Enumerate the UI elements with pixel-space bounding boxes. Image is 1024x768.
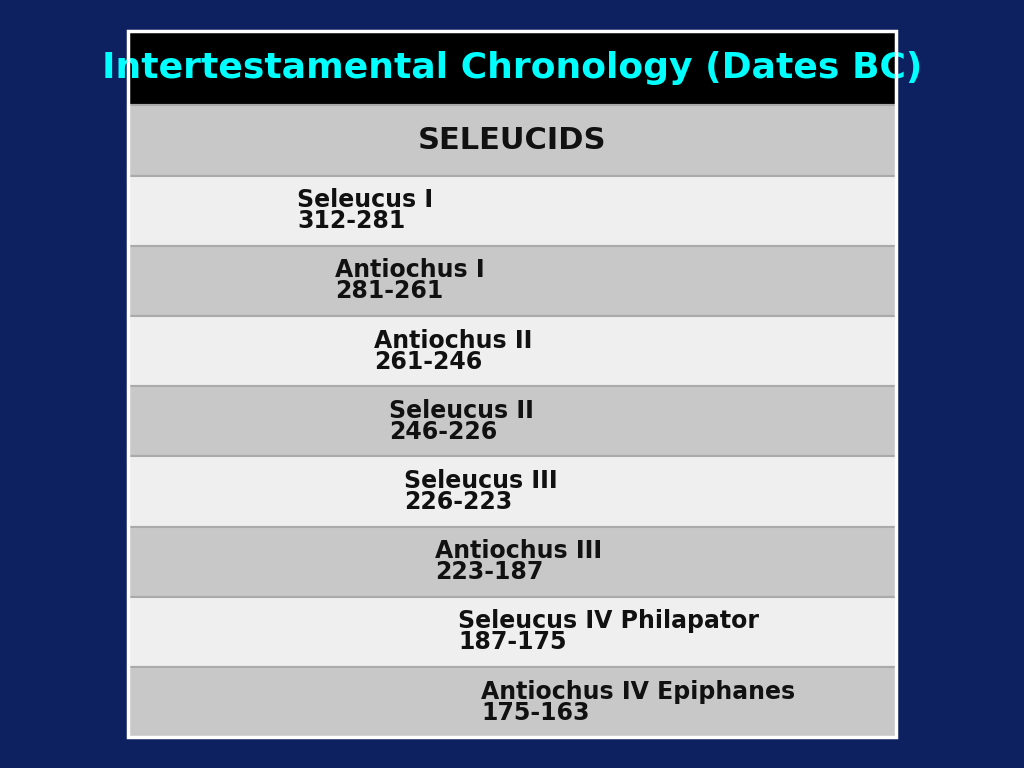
FancyBboxPatch shape: [128, 386, 896, 456]
Text: Antiochus III: Antiochus III: [435, 539, 602, 563]
Text: 175-163: 175-163: [481, 700, 590, 725]
FancyBboxPatch shape: [128, 31, 896, 105]
Text: Seleucus II: Seleucus II: [389, 399, 534, 422]
Text: 246-226: 246-226: [389, 420, 498, 444]
FancyBboxPatch shape: [128, 456, 896, 527]
Text: 312-281: 312-281: [297, 209, 406, 233]
Text: 223-187: 223-187: [435, 561, 544, 584]
FancyBboxPatch shape: [128, 667, 896, 737]
Text: Intertestamental Chronology (Dates BC): Intertestamental Chronology (Dates BC): [101, 51, 923, 84]
Text: Antiochus I: Antiochus I: [336, 258, 485, 283]
FancyBboxPatch shape: [128, 316, 896, 386]
FancyBboxPatch shape: [128, 597, 896, 667]
Text: 281-261: 281-261: [336, 280, 443, 303]
FancyBboxPatch shape: [128, 105, 896, 176]
Text: Antiochus IV Epiphanes: Antiochus IV Epiphanes: [481, 680, 796, 703]
FancyBboxPatch shape: [128, 527, 896, 597]
FancyBboxPatch shape: [128, 176, 896, 246]
Text: Seleucus III: Seleucus III: [404, 469, 558, 493]
Text: Seleucus I: Seleucus I: [297, 188, 433, 212]
Text: 261-246: 261-246: [374, 349, 482, 374]
FancyBboxPatch shape: [128, 246, 896, 316]
Text: 226-223: 226-223: [404, 490, 513, 514]
Text: SELEUCIDS: SELEUCIDS: [418, 126, 606, 154]
Text: Antiochus II: Antiochus II: [374, 329, 532, 353]
Text: Seleucus IV Philapator: Seleucus IV Philapator: [459, 610, 759, 634]
Text: 187-175: 187-175: [459, 631, 566, 654]
